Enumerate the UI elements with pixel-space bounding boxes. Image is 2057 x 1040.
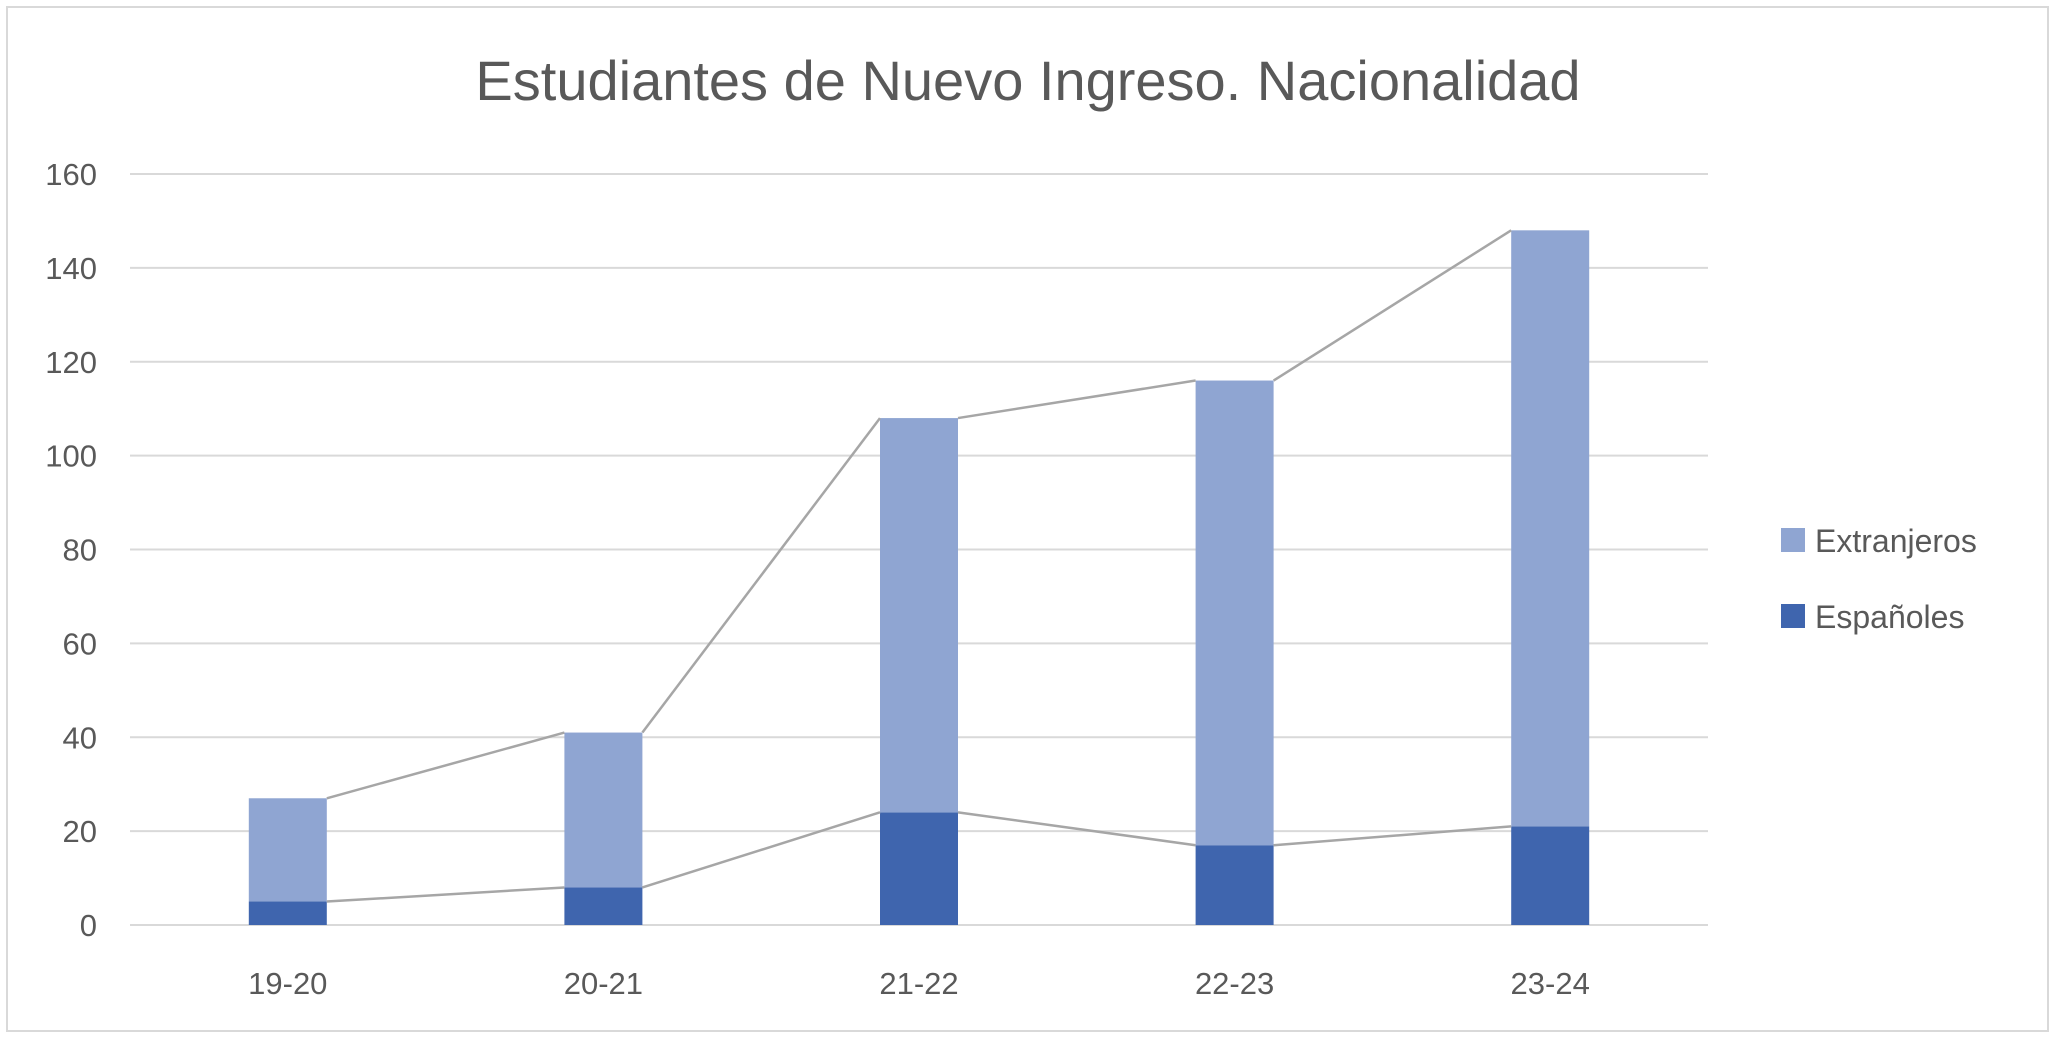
- legend-swatch-extranjeros: [1781, 528, 1805, 552]
- bar-segment-extranjeros: [1195, 380, 1274, 846]
- bar-segment-extranjeros: [564, 732, 643, 888]
- x-tick-label: 23-24: [1511, 966, 1590, 1001]
- bar-segment-españoles: [880, 812, 958, 925]
- y-tick-label: 80: [63, 533, 97, 568]
- series-line-extranjeros: [326, 731, 565, 800]
- legend-label-extranjeros: Extranjeros: [1815, 523, 1977, 559]
- bar-segment-extranjeros: [248, 798, 327, 902]
- y-tick-label: 40: [63, 720, 97, 755]
- bar-segment-españoles: [248, 901, 327, 925]
- legend: Extranjeros Españoles: [1781, 523, 1977, 635]
- y-tick-label: 100: [45, 439, 97, 474]
- legend-label-españoles: Españoles: [1815, 599, 1964, 635]
- x-axis: 19-20 20-21 21-22 22-23 23-24: [248, 966, 1590, 1001]
- series-line-españoles: [326, 886, 565, 903]
- chart-title: Estudiantes de Nuevo Ingreso. Nacionalid…: [475, 49, 1580, 112]
- series-line-españoles: [1273, 825, 1512, 847]
- y-tick-label: 20: [63, 814, 97, 849]
- y-axis: 0 20 40 60 80 100 120 140 160: [45, 157, 97, 943]
- legend-swatch-españoles: [1781, 604, 1805, 628]
- bar-segment-extranjeros: [1511, 230, 1590, 827]
- bar-segment-españoles: [564, 887, 643, 925]
- y-tick-label: 160: [45, 157, 97, 192]
- bar-segment-extranjeros: [880, 418, 958, 813]
- y-tick-label: 60: [63, 626, 97, 661]
- x-tick-label: 21-22: [879, 966, 958, 1001]
- y-tick-label: 140: [45, 251, 97, 286]
- bar-segment-españoles: [1195, 845, 1274, 925]
- series-lines: [326, 229, 1512, 903]
- y-tick-label: 0: [80, 908, 97, 943]
- series-line-extranjeros: [641, 417, 881, 734]
- series-line-españoles: [957, 811, 1196, 847]
- x-tick-label: 20-21: [564, 966, 643, 1001]
- x-tick-label: 22-23: [1195, 966, 1274, 1001]
- bar-segment-españoles: [1511, 826, 1590, 925]
- series-line-extranjeros: [1272, 229, 1512, 382]
- x-tick-label: 19-20: [248, 966, 327, 1001]
- series-line-extranjeros: [957, 379, 1196, 420]
- series-line-españoles: [642, 811, 881, 889]
- chart-frame: [6, 6, 2049, 1032]
- bars: [248, 230, 1590, 925]
- y-tick-label: 120: [45, 345, 97, 380]
